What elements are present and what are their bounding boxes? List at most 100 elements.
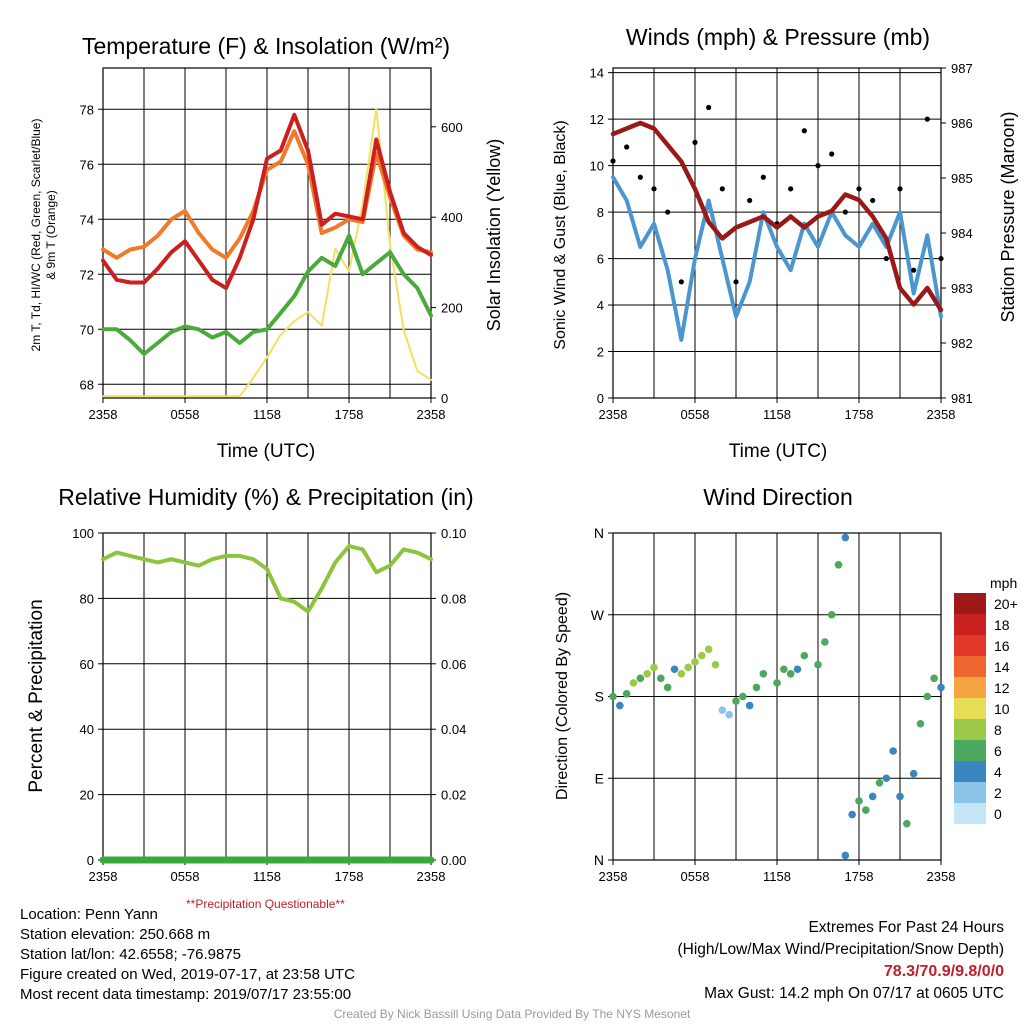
- gust-point: [829, 151, 835, 157]
- gust-point: [624, 144, 630, 150]
- rh-ytick-label: 100: [72, 526, 94, 541]
- gust-point: [911, 267, 917, 273]
- rh-ytick-label: 0: [87, 853, 94, 868]
- pressure-y2tick-label: 983: [951, 281, 973, 296]
- legend-swatch: [954, 635, 986, 656]
- pressure-y2tick-label: 986: [951, 116, 973, 131]
- wind-xtick-label: 2358: [599, 407, 628, 422]
- dir-xtick-label: 2358: [599, 869, 628, 884]
- humidity-panel: Relative Humidity (%) & Precipitation (i…: [26, 484, 474, 884]
- recent-text: Most recent data timestamp: 2019/07/17 2…: [20, 986, 352, 1003]
- rh-line: [101, 544, 433, 614]
- legend-label: 14: [994, 659, 1010, 675]
- wind-xtick-label: 2358: [927, 407, 956, 422]
- extremes-box: Extremes For Past 24 Hours (High/Low/Max…: [678, 917, 1005, 1005]
- location-text: Location: Penn Yann: [20, 906, 158, 923]
- gust-point: [924, 116, 930, 122]
- temp-ytick-label: 78: [80, 102, 94, 117]
- temp-ytick-label: 68: [80, 377, 94, 392]
- precip-y2tick-label: 0.02: [441, 788, 466, 803]
- precip-questionable-note: **Precipitation Questionable**: [186, 897, 345, 911]
- legend-swatch: [954, 761, 986, 782]
- dir-xtick-label: 2358: [927, 869, 956, 884]
- pressure-y2tick-label: 981: [951, 391, 973, 406]
- legend-label: 4: [994, 764, 1002, 780]
- direction-point: [821, 638, 829, 646]
- direction-point: [793, 665, 802, 674]
- gust-point: [842, 209, 848, 215]
- temperature-left-axis-label-2: & 9m T (Orange): [44, 190, 58, 280]
- rh-xtick-label: 1158: [253, 869, 281, 884]
- gust-point: [651, 186, 657, 192]
- temp-xtick-label: 2358: [89, 407, 118, 422]
- gust-point: [665, 209, 671, 215]
- direction-point: [903, 819, 911, 828]
- legend-label: 16: [994, 638, 1010, 654]
- gust-point: [856, 186, 862, 192]
- pressure-y2tick-label: 987: [951, 61, 973, 76]
- wind-xtick-label: 1158: [763, 407, 791, 422]
- credit-text: Created By Nick Bassill Using Data Provi…: [333, 1007, 691, 1021]
- temp-ytick-label: 74: [80, 212, 94, 227]
- direction-point: [916, 719, 925, 728]
- dir-ytick-label: E: [595, 770, 604, 786]
- created-text: Figure created on Wed, 2019-07-17, at 23…: [20, 966, 355, 983]
- humidity-title: Relative Humidity (%) & Precipitation (i…: [58, 484, 473, 510]
- direction-point: [752, 683, 761, 692]
- dir-ytick-label: N: [594, 852, 604, 868]
- dewpoint-line: [101, 233, 433, 356]
- direction-point: [814, 660, 822, 669]
- precip-y2tick-label: 0.00: [441, 853, 466, 868]
- wind-ytick-label: 12: [590, 112, 604, 127]
- legend-label: 8: [994, 722, 1002, 738]
- rh-grid: [103, 532, 431, 861]
- pressure-y2tick-label: 984: [951, 226, 973, 241]
- direction-point: [609, 692, 617, 701]
- insolation-axis-label: Solar Insolation (Yellow): [484, 139, 504, 331]
- direction-point: [739, 692, 747, 701]
- pressure-y2tick-label: 985: [951, 171, 973, 186]
- legend-label: 12: [994, 680, 1010, 696]
- dir-xtick-label: 0558: [681, 869, 710, 884]
- precip-y2tick-label: 0.06: [441, 657, 466, 672]
- pressure-y2tick-label: 982: [951, 336, 973, 351]
- rh-ytick-label: 80: [80, 591, 94, 606]
- direction-point: [616, 701, 624, 710]
- direction-point: [745, 701, 754, 710]
- rh-ytick-label: 60: [80, 657, 94, 672]
- direction-point: [677, 669, 686, 678]
- direction-point: [882, 774, 891, 783]
- legend-swatch: [954, 698, 986, 719]
- temp-xtick-label: 0558: [171, 407, 200, 422]
- wind-x-axis-label: Time (UTC): [729, 441, 828, 462]
- legend-swatch: [954, 740, 986, 761]
- temperature-panel: Temperature (F) & Insolation (W/m²) 2m T…: [29, 33, 504, 462]
- direction-point: [841, 533, 850, 542]
- gust-point: [801, 128, 807, 134]
- insolation-line: [102, 107, 432, 398]
- direction-point: [862, 806, 870, 814]
- direction-point: [773, 679, 781, 687]
- direction-point: [848, 810, 856, 819]
- latlon-text: Station lat/lon: 42.6558; -76.9875: [20, 946, 242, 963]
- direction-point: [657, 674, 665, 683]
- elevation-text: Station elevation: 250.668 m: [20, 926, 211, 943]
- legend-label: 20+: [994, 596, 1018, 612]
- rh-ytick-label: 40: [80, 722, 94, 737]
- direction-point: [786, 669, 795, 678]
- legend-swatch: [954, 656, 986, 677]
- humidity-left-axis-label: Percent & Precipitation: [26, 599, 47, 792]
- legend-label: 0: [994, 806, 1002, 822]
- direction-point: [930, 674, 938, 683]
- wind-ytick-label: 0: [597, 391, 604, 406]
- rh-xtick-label: 2358: [417, 869, 446, 884]
- gust-point: [637, 174, 643, 180]
- temperature-title: Temperature (F) & Insolation (W/m²): [82, 33, 450, 59]
- legend-swatch: [954, 677, 986, 698]
- wind-panel: Winds (mph) & Pressure (mb) Sonic Wind &…: [552, 24, 1018, 462]
- legend-swatch: [954, 719, 986, 740]
- direction-point: [827, 610, 836, 619]
- gust-point: [815, 163, 821, 169]
- direction-point: [698, 651, 706, 660]
